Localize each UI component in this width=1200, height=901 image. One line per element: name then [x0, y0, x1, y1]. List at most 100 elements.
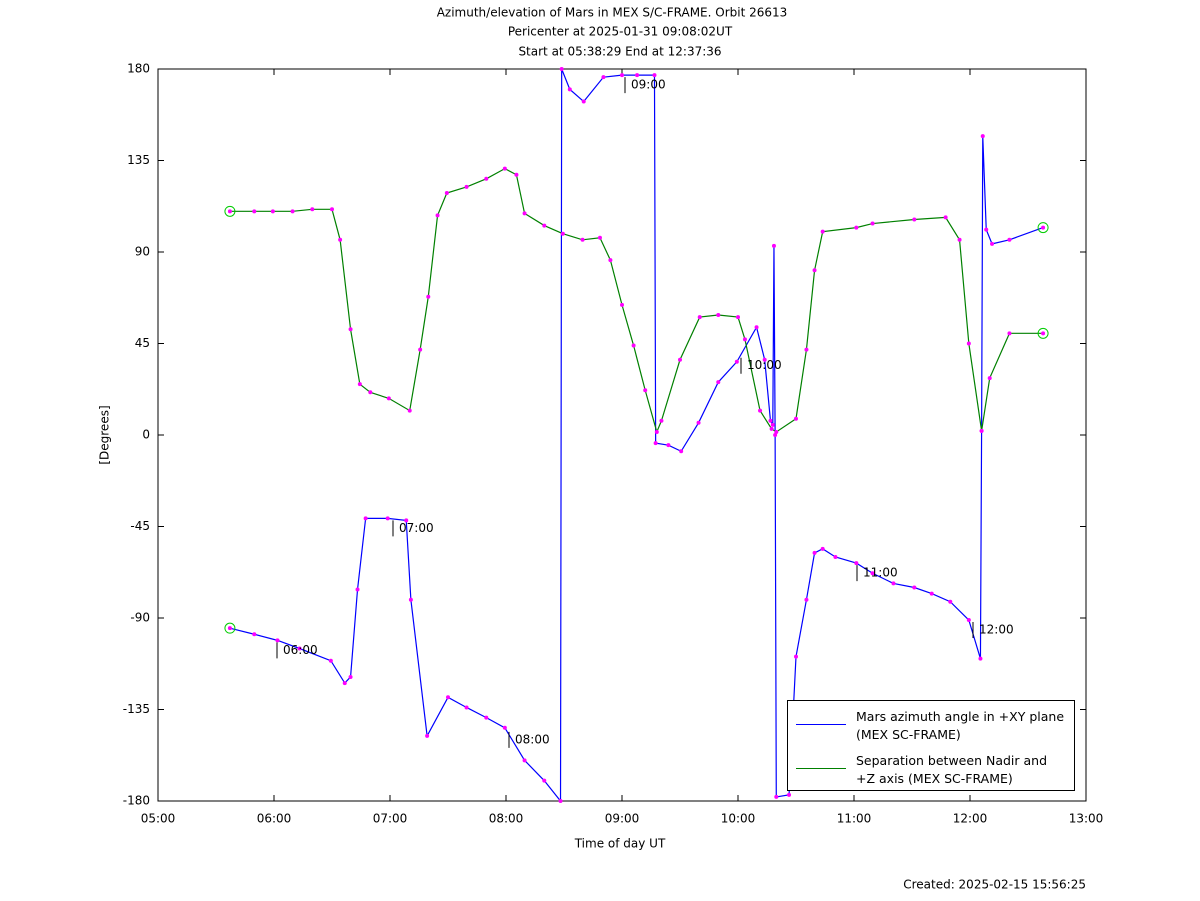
y-tick-label: -135 [123, 702, 150, 716]
x-axis-label: Time of day UT [574, 837, 666, 851]
point-marker [870, 221, 875, 226]
point-marker [252, 632, 257, 637]
endpoint-marker [1037, 327, 1049, 339]
point-marker [502, 725, 507, 730]
point-marker [227, 209, 232, 214]
y-tick-label: 0 [142, 428, 150, 442]
point-marker [891, 581, 896, 586]
point-marker [425, 733, 430, 738]
point-marker [679, 449, 684, 454]
point-marker [631, 343, 636, 348]
point-marker [464, 705, 469, 710]
point-marker [854, 225, 859, 230]
endpoint-marker [1037, 222, 1049, 234]
x-tick-label: 13:00 [1069, 812, 1104, 826]
y-tick-label: -45 [130, 519, 150, 533]
point-marker [601, 75, 606, 80]
point-marker [773, 433, 778, 437]
point-marker [502, 166, 507, 171]
point-marker [426, 294, 431, 299]
point-marker [559, 67, 564, 71]
x-tick-label: 09:00 [605, 812, 640, 826]
annotation: 10:00 [747, 358, 782, 372]
point-marker [643, 388, 648, 393]
point-marker [787, 792, 792, 797]
point-marker [252, 209, 257, 214]
point-marker [581, 99, 586, 104]
point-marker [758, 408, 763, 413]
point-marker [542, 223, 547, 228]
endpoint-marker [224, 205, 236, 217]
point-marker [652, 73, 657, 78]
point-marker [635, 73, 640, 78]
point-marker [984, 227, 989, 232]
point-marker [446, 695, 450, 700]
chart-subtitle: Start at 05:38:29 End at 12:37:36 [518, 45, 721, 59]
point-marker [734, 359, 739, 364]
point-marker [659, 418, 664, 423]
point-marker [368, 390, 373, 395]
point-marker [580, 237, 585, 242]
legend: Mars azimuth angle in +XY plane (MEX SC-… [787, 700, 1075, 791]
point-marker [716, 313, 721, 318]
point-marker [870, 571, 875, 576]
point-marker [1041, 225, 1046, 230]
point-marker [978, 656, 983, 661]
point-marker [812, 268, 817, 273]
x-tick-label: 11:00 [837, 812, 872, 826]
point-marker [769, 426, 774, 431]
legend-swatch [796, 724, 846, 725]
point-marker [330, 207, 334, 212]
point-marker [754, 325, 759, 330]
point-marker [342, 681, 347, 686]
point-marker [355, 587, 360, 592]
point-marker [966, 341, 971, 346]
point-marker [957, 237, 962, 242]
annotation: 06:00 [283, 643, 318, 657]
y-tick-label: 90 [135, 245, 150, 259]
point-marker [404, 518, 409, 523]
point-marker [522, 211, 527, 216]
point-marker [770, 422, 775, 427]
point-marker [338, 237, 343, 242]
point-marker [1007, 331, 1012, 336]
point-marker [270, 209, 275, 214]
point-marker [990, 241, 995, 246]
point-marker [484, 176, 489, 181]
point-marker [386, 396, 391, 401]
chart-subtitle: Pericenter at 2025-01-31 09:08:02UT [508, 25, 733, 39]
point-marker [804, 347, 809, 352]
x-tick-label: 05:00 [141, 812, 176, 826]
point-marker [696, 420, 701, 425]
y-axis-label: [Degrees] [98, 405, 112, 464]
point-marker [979, 428, 984, 433]
point-marker [407, 408, 412, 413]
point-marker [929, 591, 934, 596]
point-marker [943, 215, 948, 220]
point-marker [620, 73, 624, 78]
point-marker [385, 516, 390, 521]
point-marker [794, 654, 798, 659]
x-tick-label: 08:00 [489, 812, 524, 826]
point-marker [768, 418, 773, 423]
point-marker [363, 516, 368, 521]
point-marker [357, 382, 362, 387]
point-marker [348, 674, 353, 679]
endpoint-marker [224, 622, 236, 634]
point-marker [348, 327, 353, 332]
point-marker [762, 357, 767, 362]
point-marker [820, 229, 825, 234]
point-marker [912, 217, 917, 222]
point-marker [654, 429, 659, 434]
point-marker [444, 191, 449, 196]
annotation: 09:00 [631, 78, 666, 92]
point-marker [310, 207, 315, 212]
point-marker [774, 429, 779, 434]
point-marker [742, 337, 747, 342]
point-marker [435, 213, 440, 218]
point-marker [464, 184, 469, 189]
point-marker [820, 546, 825, 551]
point-marker [227, 626, 232, 631]
point-marker [980, 134, 985, 139]
